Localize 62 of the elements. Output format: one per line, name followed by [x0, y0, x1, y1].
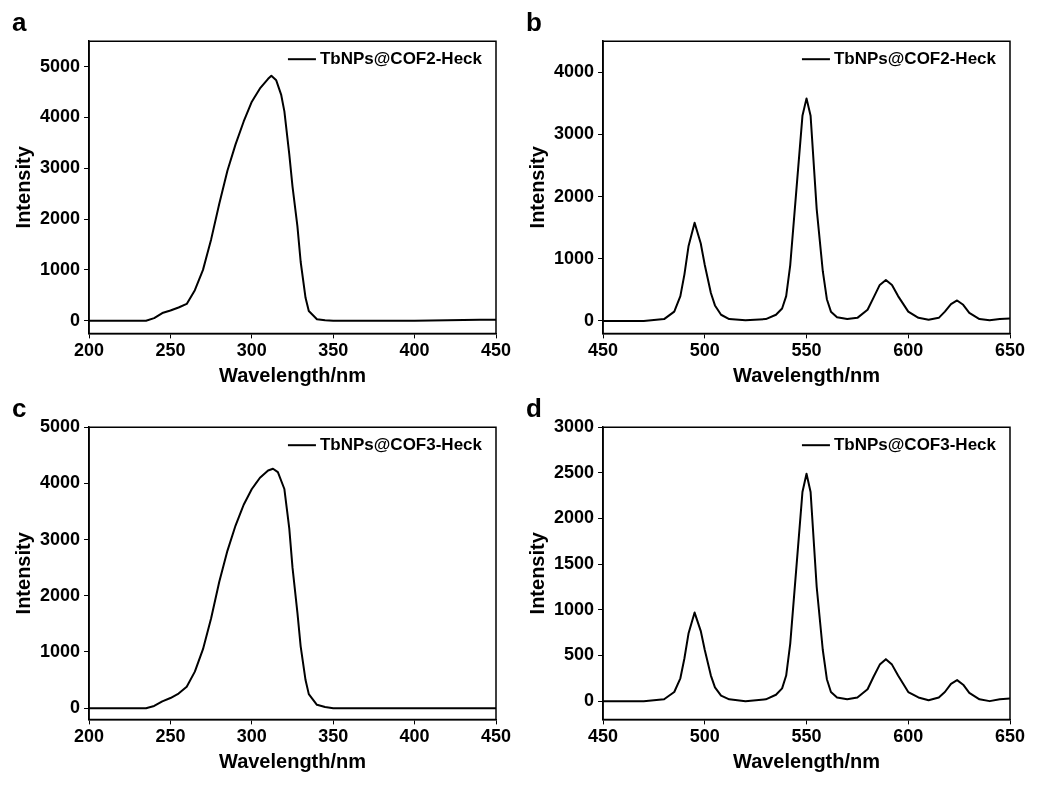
x-tick-label: 550	[791, 726, 822, 747]
y-tick-label: 4000	[40, 106, 81, 127]
y-tick-label: 500	[564, 644, 595, 665]
x-axis-title: Wavelength/nm	[218, 749, 367, 772]
chart-title: d	[526, 392, 542, 423]
x-tick-label: 600	[893, 340, 924, 361]
x-tick-label: 300	[236, 726, 267, 747]
x-tick-label: 450	[588, 340, 619, 361]
x-tick-label: 350	[318, 340, 349, 361]
y-tick-label: 2000	[554, 185, 595, 206]
x-tick-label: 200	[74, 340, 105, 361]
y-tick-label: 3000	[554, 123, 595, 144]
chart-title: c	[12, 392, 27, 423]
x-axis-title: Wavelength/nm	[732, 749, 881, 772]
y-tick-label: 5000	[40, 55, 81, 76]
x-tick-label: 400	[399, 340, 430, 361]
y-tick-label: 1500	[554, 553, 595, 574]
x-tick-label: 550	[791, 340, 822, 361]
y-tick-label: 3000	[40, 157, 81, 178]
y-tick-label: 3000	[40, 528, 81, 549]
y-tick-label: 0	[584, 309, 595, 330]
y-tick-label: 1000	[554, 247, 595, 268]
legend-label: TbNPs@COF2-Heck	[833, 48, 997, 68]
y-tick-label: 0	[584, 690, 595, 711]
legend-label: TbNPs@COF2-Heck	[319, 48, 483, 68]
x-tick-label: 200	[74, 726, 105, 747]
y-tick-label: 1000	[40, 258, 81, 279]
y-tick-label: 2000	[40, 208, 81, 229]
x-tick-label: 650	[994, 726, 1026, 747]
y-axis-title: Intensity	[525, 145, 548, 229]
x-tick-label: 300	[236, 340, 267, 361]
y-tick-label: 5000	[40, 416, 81, 437]
y-axis-title: Intensity	[11, 145, 34, 229]
x-tick-label: 450	[480, 726, 512, 747]
x-tick-label: 450	[480, 340, 512, 361]
legend-label: TbNPs@COF3-Heck	[319, 434, 483, 454]
x-tick-label: 600	[893, 726, 924, 747]
x-tick-label: 650	[994, 340, 1026, 361]
y-axis-title: Intensity	[11, 531, 34, 615]
x-tick-label: 500	[689, 726, 720, 747]
y-tick-label: 1000	[40, 640, 81, 661]
x-axis-title: Wavelength/nm	[732, 363, 881, 386]
y-tick-label: 2500	[554, 461, 595, 482]
y-tick-label: 3000	[554, 416, 595, 437]
x-tick-label: 250	[155, 340, 186, 361]
x-tick-label: 500	[689, 340, 720, 361]
legend-label: TbNPs@COF3-Heck	[833, 434, 997, 454]
y-tick-label: 4000	[554, 61, 595, 82]
y-tick-label: 2000	[554, 507, 595, 528]
y-tick-label: 0	[70, 309, 81, 330]
y-tick-label: 0	[70, 697, 81, 718]
x-axis-title: Wavelength/nm	[218, 363, 367, 386]
chart-title: b	[526, 6, 542, 37]
chart-title: a	[12, 6, 27, 37]
x-tick-label: 450	[588, 726, 619, 747]
y-tick-label: 2000	[40, 584, 81, 605]
y-tick-label: 4000	[40, 472, 81, 493]
y-axis-title: Intensity	[525, 531, 548, 615]
x-tick-label: 250	[155, 726, 186, 747]
x-tick-label: 350	[318, 726, 349, 747]
y-tick-label: 1000	[554, 598, 595, 619]
x-tick-label: 400	[399, 726, 430, 747]
